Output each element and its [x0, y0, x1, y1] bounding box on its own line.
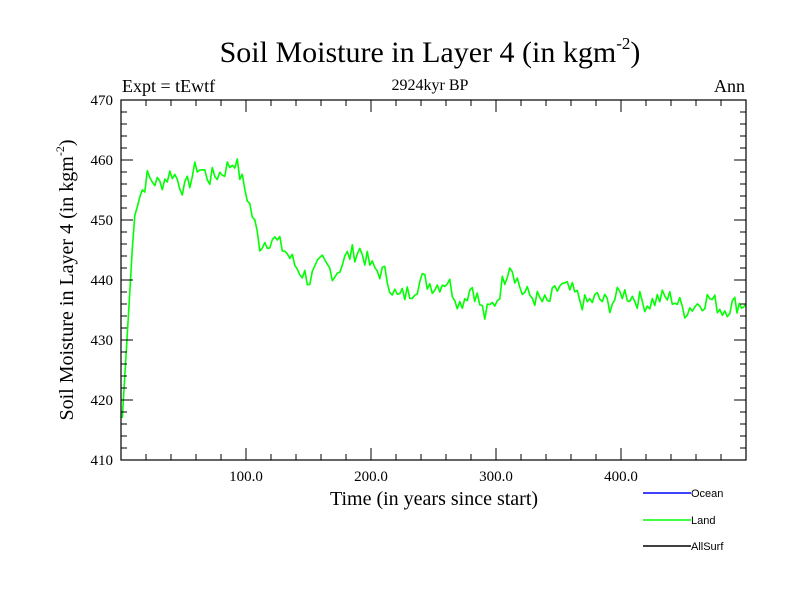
y-tick-label: 430: [91, 333, 114, 349]
x-axis-label: Time (in years since start): [330, 488, 538, 510]
chart-title: Soil Moisture in Layer 4 (in kgm-2): [220, 34, 641, 69]
x-tick-label: 300.0: [479, 469, 513, 485]
legend: Ocean Land AllSurf: [643, 488, 724, 553]
x-tick-label: 400.0: [604, 469, 638, 485]
series-layer: [121, 158, 747, 419]
x-tick-label: 100.0: [229, 469, 263, 485]
season-label: Ann: [714, 76, 745, 96]
tick-layer: 100.0 200.0 300.0 400.0 410 420 430 440 450 460 47…: [91, 93, 746, 485]
legend-label: AllSurf: [691, 541, 724, 553]
legend-item-land: Land: [643, 515, 715, 527]
chart-subtitle: 2924kyr BP: [392, 77, 469, 94]
y-tick-label: 470: [91, 93, 114, 109]
legend-label: Ocean: [691, 488, 723, 500]
y-axis-label: Soil Moisture in Layer 4 (in kgm-2): [53, 139, 78, 420]
legend-label: Land: [691, 515, 715, 527]
y-tick-label: 450: [91, 213, 114, 229]
legend-item-ocean: Ocean: [643, 488, 723, 500]
plot-frame: [120, 99, 747, 461]
y-tick-label: 410: [91, 453, 114, 469]
y-tick-label: 440: [91, 273, 114, 289]
series-line-land: [121, 158, 747, 419]
legend-item-allsurf: AllSurf: [643, 541, 724, 553]
y-tick-label: 460: [91, 153, 114, 169]
experiment-label: Expt = tEwtf: [122, 76, 215, 96]
y-tick-label: 420: [91, 393, 114, 409]
x-tick-label: 200.0: [354, 469, 388, 485]
